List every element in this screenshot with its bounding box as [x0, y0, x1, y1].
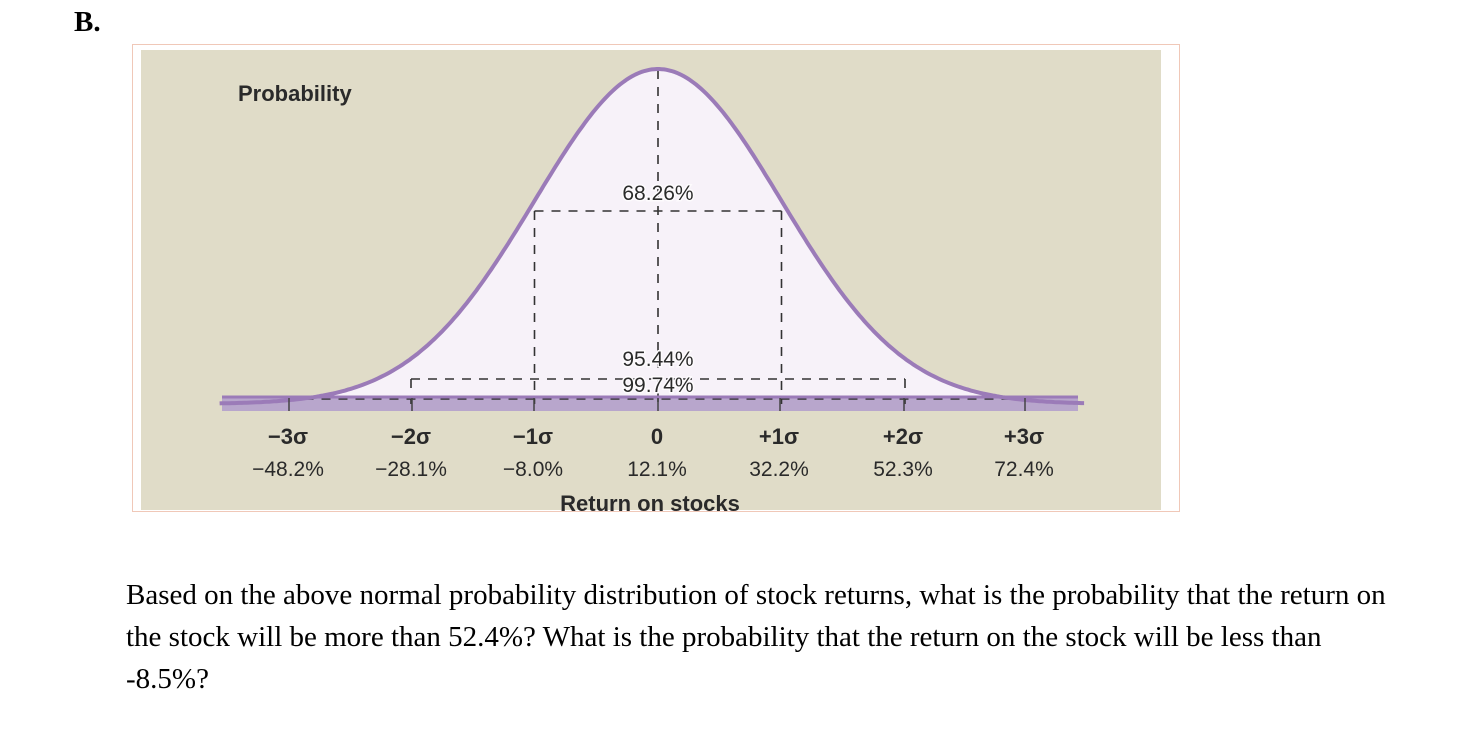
curve-fill [219, 69, 1085, 404]
x-axis-band [222, 398, 1078, 411]
return-tick-label: 12.1% [627, 458, 687, 481]
sigma-tick-label: 0 [651, 424, 663, 449]
return-tick-label: −8.0% [503, 458, 563, 481]
sigma-tick-label: +1σ [759, 424, 799, 449]
distribution-curve [219, 67, 1085, 406]
return-tick-label: 32.2% [749, 458, 809, 481]
sigma-tick-label: +2σ [883, 424, 923, 449]
return-tick-label: −48.2% [252, 458, 324, 481]
question-text: Based on the above normal probability di… [126, 579, 1386, 695]
return-tick-label: −28.1% [375, 458, 447, 481]
interval-label-3: 99.74% [622, 374, 693, 397]
y-axis-label: Probability [238, 81, 352, 106]
section-label: B. [74, 6, 101, 38]
interval-label-1: 68.26% [622, 182, 693, 205]
sigma-tick-label: −1σ [513, 424, 553, 449]
sigma-tick-label: −2σ [391, 424, 431, 449]
return-tick-label: 72.4% [994, 458, 1054, 481]
sigma-tick-label: +3σ [1004, 424, 1044, 449]
return-tick-label: 52.3% [873, 458, 933, 481]
sigma-tick-label: −3σ [268, 424, 308, 449]
x-axis-label: Return on stocks [560, 491, 740, 516]
interval-label-2: 95.44% [622, 348, 693, 371]
